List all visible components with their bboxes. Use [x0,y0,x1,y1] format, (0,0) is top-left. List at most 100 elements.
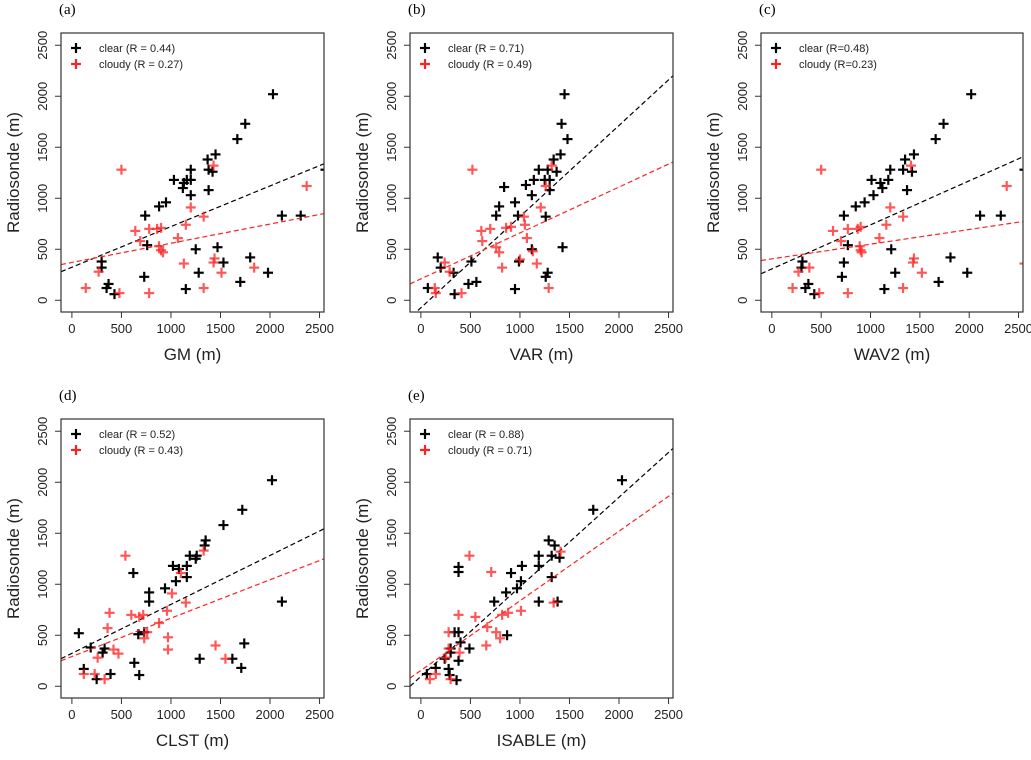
data-point-cloudy [527,246,538,257]
data-point-cloudy [142,627,153,638]
data-point-clear [295,210,306,221]
data-point-cloudy [908,253,919,264]
data-point-clear [160,583,171,594]
data-point-cloudy [905,160,916,171]
data-point-clear [543,535,554,546]
data-point-clear [533,164,544,175]
data-point-cloudy [548,597,559,608]
legend-entry-cloudy: cloudy (R = 0.49) [448,59,532,71]
plot-frame [409,418,674,699]
data-point-clear [559,89,570,100]
data-point-cloudy [497,609,508,620]
data-point-clear [842,240,853,251]
x-tick-label: 1500 [206,707,235,722]
data-point-clear [142,240,153,251]
data-point-clear [266,475,277,486]
legend-entry-cloudy: cloudy (R = 0.27) [99,59,183,71]
data-point-clear [879,284,890,295]
data-point-clear [194,653,205,664]
legend-entry-clear: clear (R = 0.71) [448,43,524,55]
data-point-clear [200,535,211,546]
y-axis-label: Radiosonde (m) [4,112,23,233]
panel-c: (c) 0 500 1000 1500 2000 2500 0 500 1000 1500 2000 2… [704,2,1031,364]
fit-line-cloudy [410,492,673,679]
fit-line-cloudy [61,212,324,266]
data-point-cloudy [477,236,488,247]
data-point-clear [105,669,116,680]
x-tick-label: 0 [417,321,424,336]
data-point-cloudy [162,632,173,643]
x-tick-label: 1500 [555,321,584,336]
data-point-clear [938,118,949,129]
data-point-clear [542,267,553,278]
data-point-clear [263,267,274,278]
data-point-clear [533,596,544,607]
x-tick-label: 1000 [505,321,534,336]
data-point-cloudy [898,283,909,294]
fit-line-cloudy [410,161,673,285]
data-point-cloudy [443,627,454,638]
data-point-cloudy [166,588,177,599]
y-tick-label: 2500 [735,31,750,60]
panel-a: (a) 0 500 1000 1500 2000 2500 0 500 1000 1500 2000 2… [4,2,334,364]
data-point-clear [838,210,849,221]
legend-marker-clear [771,43,781,53]
data-point-clear [510,197,521,208]
data-point-cloudy [486,567,497,578]
legend-entry-clear: clear (R=0.48) [799,43,869,55]
data-point-cloudy [482,622,493,633]
data-point-cloudy [804,262,815,273]
x-tick-label: 1000 [505,707,534,722]
data-point-cloudy [130,225,141,236]
data-point-clear [850,201,861,212]
data-point-clear [240,118,251,129]
panel-label: (b) [408,2,426,18]
data-point-clear [218,257,229,268]
panel-label: (a) [59,2,76,18]
data-point-clear [154,201,165,212]
data-point-clear [540,211,551,222]
data-point-cloudy [546,160,557,171]
panel-label: (e) [408,388,425,404]
data-point-clear [877,183,888,194]
data-point-cloudy [113,648,124,659]
y-tick-label: 2500 [384,417,399,446]
fit-line-clear [410,447,673,687]
x-tick-label: 500 [460,321,482,336]
data-point-cloudy [495,633,506,644]
y-tick-label: 1500 [735,133,750,162]
data-point-cloudy [78,669,89,680]
data-point-clear [557,242,568,253]
data-point-clear [533,560,544,571]
x-tick-label: 1500 [206,321,235,336]
y-tick-label: 2500 [384,31,399,60]
data-point-cloudy [80,283,91,294]
y-tick-label: 1500 [384,519,399,548]
legend-marker-cloudy [420,59,430,69]
data-point-cloudy [162,644,173,655]
plot-frame [60,32,325,313]
fit-line-cloudy [761,220,1023,262]
data-point-clear [616,475,627,486]
data-point-clear [210,149,221,160]
legend-marker-clear [420,429,430,439]
data-point-cloudy [481,640,492,651]
data-point-cloudy [439,257,450,268]
fit-line-clear [417,74,673,311]
y-tick-label: 1000 [35,184,50,213]
data-point-cloudy [89,669,100,680]
data-point-cloudy [456,288,467,299]
x-tick-label: 2500 [1004,321,1031,336]
x-tick-label: 2500 [305,707,334,722]
y-axis-label: Radiosonde (m) [704,112,723,233]
data-point-cloudy [835,236,846,247]
data-point-cloudy [916,267,927,278]
data-point-clear [99,643,110,654]
legend-marker-cloudy [71,445,81,455]
data-point-clear [144,596,155,607]
data-point-cloudy [521,233,532,244]
fit-line-clear [61,528,324,660]
y-axis-label: Radiosonde (m) [353,112,372,233]
data-point-clear [975,210,986,221]
y-tick-label: 1000 [384,570,399,599]
